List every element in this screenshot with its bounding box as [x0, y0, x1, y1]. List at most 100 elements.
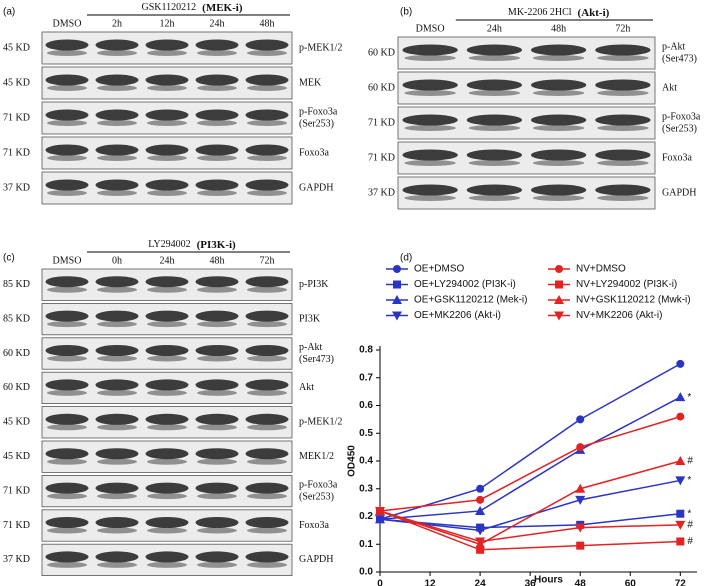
protein-label: p-Foxo3a: [662, 111, 701, 122]
band-lower: [197, 561, 237, 568]
band: [45, 448, 89, 460]
band-lower: [197, 120, 237, 126]
band-lower: [147, 458, 187, 465]
band-lower: [47, 155, 87, 161]
legend-marker: [555, 280, 563, 289]
panel-label: (b): [400, 7, 412, 18]
band-lower: [47, 424, 87, 431]
kd-label: 71 KD: [3, 485, 30, 496]
band: [145, 276, 189, 288]
band: [145, 379, 189, 391]
point: [675, 520, 686, 530]
x-tick-label: 24: [475, 579, 487, 586]
band: [466, 79, 523, 91]
x-tick-label: 0: [377, 579, 383, 586]
band-lower: [147, 190, 187, 196]
kd-label: 60 KD: [368, 47, 395, 58]
y-tick-label: 0.1: [359, 539, 373, 550]
point: [676, 537, 685, 546]
significance: #: [687, 536, 693, 547]
protein-label: Akt: [662, 82, 677, 93]
band-lower: [97, 120, 137, 126]
point: [375, 515, 385, 525]
band-lower: [97, 561, 137, 568]
band-lower: [247, 120, 287, 126]
band-lower: [47, 493, 87, 500]
protein-label: (Ser253): [662, 123, 697, 134]
band: [45, 345, 89, 356]
band-lower: [532, 90, 585, 96]
band-lower: [147, 355, 187, 362]
band: [195, 482, 239, 494]
kd-label: 60 KD: [3, 348, 30, 359]
band-lower: [197, 493, 237, 500]
band-lower: [197, 424, 237, 431]
band-lower: [532, 55, 585, 61]
band-lower: [197, 155, 237, 161]
protein-label: p-PI3K: [299, 279, 329, 290]
lane-label: 24h: [160, 255, 175, 266]
band: [145, 517, 189, 528]
y-tick-label: 0.3: [359, 483, 373, 494]
band-lower: [197, 355, 237, 362]
point: [375, 506, 385, 516]
band-lower: [97, 458, 137, 465]
band-lower: [97, 424, 137, 431]
band-lower: [147, 286, 187, 293]
band-lower: [197, 527, 237, 534]
band: [45, 39, 89, 51]
band-lower: [197, 389, 237, 396]
band: [245, 517, 289, 528]
band-lower: [147, 493, 187, 500]
legend-label: NV+MK2206 (Akt-i): [576, 310, 662, 321]
series-line: [379, 460, 681, 546]
band-lower: [147, 50, 187, 56]
series-line: [379, 512, 681, 529]
legend-label: OE+MK2206 (Akt-i): [414, 310, 501, 321]
band-lower: [47, 120, 87, 126]
kd-label: 71 KD: [3, 520, 30, 531]
legend-marker: [555, 265, 563, 273]
significance: *: [687, 475, 691, 486]
band-lower: [247, 355, 287, 362]
series-line: [379, 396, 681, 521]
band: [595, 149, 651, 161]
point: [676, 509, 685, 518]
significance: #: [687, 519, 693, 530]
band-lower: [468, 90, 521, 96]
lane-label: 48h: [210, 255, 225, 266]
band: [45, 413, 89, 425]
band-lower: [247, 321, 287, 328]
series-line: [379, 415, 681, 512]
band: [95, 109, 139, 121]
band-lower: [247, 50, 287, 56]
band-lower: [47, 561, 87, 568]
band-lower: [247, 286, 287, 293]
band: [195, 144, 239, 156]
kd-label: 85 KD: [3, 313, 30, 324]
band: [245, 276, 289, 288]
x-axis-label: Hours: [534, 575, 563, 586]
band: [195, 517, 239, 528]
band-lower: [247, 424, 287, 431]
lane-label: 0h: [112, 255, 122, 266]
legend-label: OE+DMSO: [414, 264, 465, 275]
lane-label: 72h: [260, 255, 275, 266]
band: [595, 44, 651, 56]
point: [575, 483, 586, 493]
protein-label: (Ser473): [299, 354, 334, 365]
band: [245, 39, 289, 51]
band: [145, 310, 189, 322]
legend-marker: [392, 295, 402, 304]
band-lower: [532, 195, 585, 201]
y-tick-label: 0.6: [359, 400, 373, 411]
band: [145, 74, 189, 86]
kd-label: 37 KD: [3, 182, 30, 193]
y-axis-label: OD450: [347, 445, 358, 477]
band-lower: [97, 190, 137, 196]
band-lower: [197, 286, 237, 293]
protein-label: (Ser473): [662, 53, 697, 64]
band: [145, 144, 189, 156]
protein-label: (Ser253): [299, 491, 334, 502]
band-lower: [597, 90, 649, 96]
